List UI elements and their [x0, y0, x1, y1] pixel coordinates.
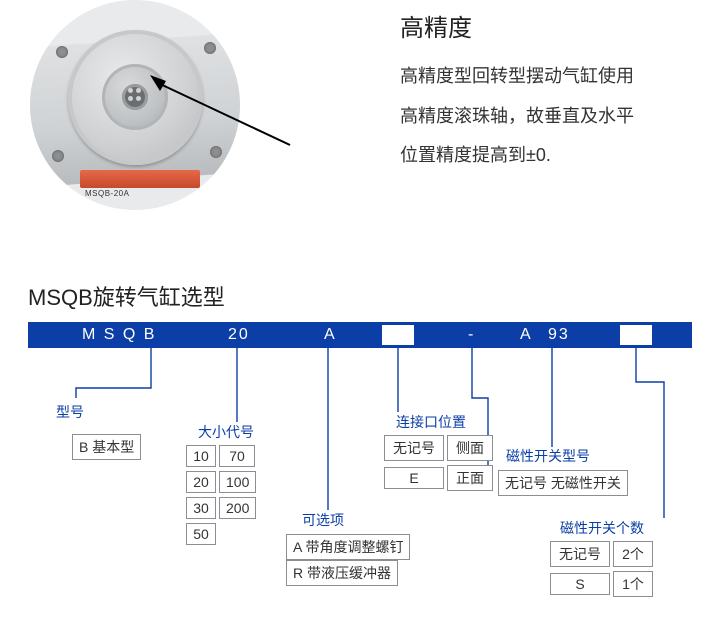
grid-size-cell: 200	[219, 497, 256, 519]
model-code-bar: M S Q B 20 A - A 93	[28, 322, 692, 348]
label-model: 型号	[56, 402, 84, 422]
product-photo-render: MSQB-20A	[30, 0, 240, 210]
code-segment: 20	[228, 326, 250, 344]
label-count: 磁性开关个数	[560, 518, 644, 538]
label-size: 大小代号	[198, 422, 254, 442]
grid-count-cell: S	[550, 573, 610, 595]
code-segment: A	[520, 326, 533, 344]
box-switch: 无记号 无磁性开关	[498, 470, 628, 496]
desc-line-3: 位置精度提高到±0.	[400, 145, 551, 165]
grid-size-cell: 70	[219, 445, 255, 467]
grid-size-cell: 30	[186, 497, 216, 519]
label-option: 可选项	[302, 510, 344, 530]
grid-port-cell: E	[384, 467, 444, 489]
grid-count-cell: 1个	[613, 571, 653, 597]
grid-size-cell: 10	[186, 445, 216, 467]
grid-size: 1070201003020050	[186, 444, 259, 548]
desc-line-1: 高精度型回转型摆动气缸使用	[400, 66, 634, 86]
box-model: B 基本型	[72, 434, 141, 460]
title-high-precision: 高精度	[400, 8, 700, 43]
desc-high-precision: 高精度型回转型摆动气缸使用 高精度滚珠轴，故垂直及水平 位置精度提高到±0.	[400, 57, 700, 176]
label-switch: 磁性开关型号	[506, 446, 590, 466]
code-segment: A	[324, 326, 337, 344]
grid-port-cell: 无记号	[384, 435, 444, 461]
grid-size-cell: 20	[186, 471, 216, 493]
grid-port: 无记号侧面E正面	[384, 434, 496, 494]
box-option: R 带液压缓冲器	[286, 560, 398, 586]
top-section: MSQB-20A 高精度 高精度型回转型摆动气缸使用 高精度滚珠轴，故垂直及水平…	[0, 0, 720, 220]
grid-count: 无记号2个S1个	[550, 540, 656, 600]
code-gap-box	[620, 325, 652, 345]
selection-title: MSQB旋转气缸选型	[28, 280, 225, 312]
product-model-text: MSQB-20A	[85, 189, 129, 198]
code-segment: -	[468, 326, 475, 344]
product-photo: MSQB-20A	[30, 0, 240, 210]
grid-count-cell: 无记号	[550, 541, 610, 567]
desc-line-2: 高精度滚珠轴，故垂直及水平	[400, 106, 634, 126]
code-gap-box	[382, 325, 414, 345]
grid-size-cell: 100	[219, 471, 256, 493]
code-segment: 93	[548, 326, 570, 344]
grid-count-cell: 2个	[613, 541, 653, 567]
top-text-block: 高精度 高精度型回转型摆动气缸使用 高精度滚珠轴，故垂直及水平 位置精度提高到±…	[400, 8, 700, 176]
box-option: A 带角度调整螺钉	[286, 534, 410, 560]
grid-size-cell: 50	[186, 523, 216, 545]
grid-port-cell: 侧面	[447, 435, 493, 461]
code-segment: M S Q B	[82, 326, 156, 344]
label-port: 连接口位置	[396, 412, 466, 432]
grid-port-cell: 正面	[447, 465, 493, 491]
